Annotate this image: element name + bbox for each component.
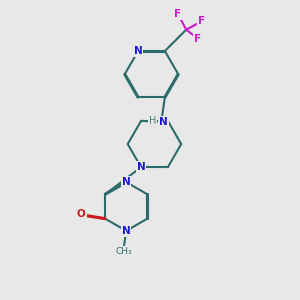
Text: H: H bbox=[149, 116, 156, 126]
Text: F: F bbox=[198, 16, 205, 26]
Text: N: N bbox=[122, 226, 130, 236]
Text: N: N bbox=[137, 162, 146, 172]
Text: F: F bbox=[194, 34, 201, 44]
Text: N: N bbox=[134, 46, 142, 56]
Text: N: N bbox=[122, 177, 130, 187]
Text: CH₃: CH₃ bbox=[116, 247, 132, 256]
Text: N: N bbox=[159, 117, 168, 127]
Text: F: F bbox=[174, 9, 182, 19]
Text: O: O bbox=[77, 209, 86, 219]
